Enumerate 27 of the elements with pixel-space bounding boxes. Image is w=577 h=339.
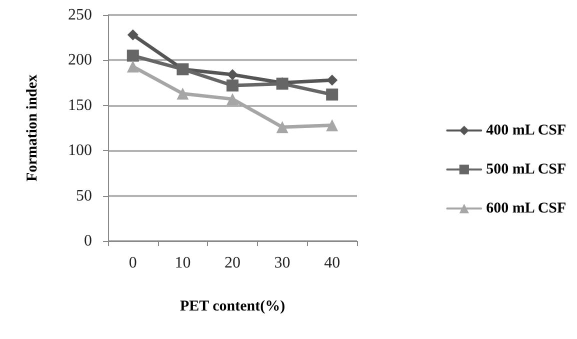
point	[126, 50, 139, 62]
y-tick-label: 150	[68, 96, 92, 114]
x-tick-label: 20	[224, 254, 240, 272]
point	[226, 80, 238, 92]
point	[326, 88, 338, 101]
point	[126, 60, 139, 73]
y-tick-label: 200	[68, 52, 92, 69]
x-tick-label: 10	[174, 254, 191, 272]
point	[326, 119, 338, 132]
y-tick-label: 0	[84, 232, 92, 250]
legend-label: 400 mL CSF	[486, 122, 566, 138]
point	[326, 74, 338, 86]
x-axis-title: PET content(%)	[180, 298, 286, 314]
x-tick-label: 30	[274, 254, 290, 272]
legend-label: 500 mL CSF	[486, 162, 566, 178]
y-tick-label: 100	[68, 142, 92, 160]
y-axis-title: Formation index	[24, 74, 40, 182]
point	[127, 29, 138, 40]
point	[176, 88, 189, 100]
x-tick-label: 0	[128, 254, 137, 272]
point	[226, 93, 238, 106]
point	[227, 69, 238, 80]
point	[276, 121, 288, 134]
y-tick-label: 50	[76, 187, 92, 204]
y-tick-label: 250	[68, 6, 92, 24]
x-tick-label: 40	[324, 254, 340, 272]
legend-label: 600 mL CSF	[486, 200, 566, 216]
